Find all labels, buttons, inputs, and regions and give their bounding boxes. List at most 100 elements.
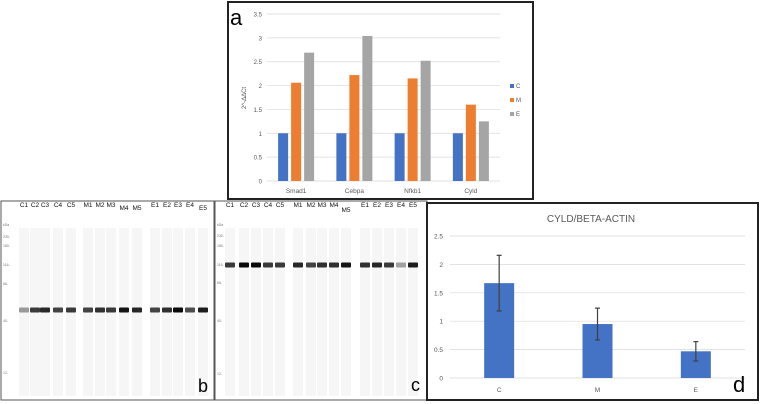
y-tick-label: 0 bbox=[439, 376, 443, 383]
bar-E-cebpa bbox=[362, 35, 373, 181]
bar-M-smad1 bbox=[291, 82, 302, 181]
marker-label: kDa bbox=[217, 223, 223, 227]
blot-b: kDa 230- 180- 116- 66- 40- 12- C1 C2 C3 C4 C5 M1 M2 M3… bbox=[3, 202, 208, 396]
marker-label: 116- bbox=[217, 263, 225, 267]
band-M2 bbox=[95, 307, 105, 313]
lane-label-M5: M5 bbox=[341, 207, 350, 214]
marker-label: 12- bbox=[3, 371, 9, 375]
lane-label-C3: C3 bbox=[41, 202, 50, 209]
lane-label-M3: M3 bbox=[317, 202, 326, 209]
panel-b: kDa 230- 180- 116- 66- 40- 12- C1 C2 C3 C4 C5 M1 M2 M3… bbox=[0, 200, 215, 401]
bar-E-nfkb1 bbox=[420, 60, 431, 182]
lane-E5 bbox=[408, 228, 418, 396]
band-M5 bbox=[132, 307, 142, 313]
y-tick-label: 1 bbox=[439, 319, 443, 326]
marker-label: 116- bbox=[3, 263, 11, 267]
y-tick-label: 2.5 bbox=[434, 234, 443, 241]
marker-label: 230- bbox=[217, 234, 225, 238]
band-C1 bbox=[19, 307, 29, 313]
y-tick-label: 3.5 bbox=[254, 13, 263, 19]
legend-label-M: M bbox=[516, 98, 521, 104]
lane-label-C1: C1 bbox=[20, 202, 29, 209]
marker-label: 40- bbox=[217, 319, 223, 323]
bar-M-cyld bbox=[465, 104, 476, 181]
band-E3 bbox=[384, 262, 394, 268]
lane-label-E4: E4 bbox=[186, 202, 194, 209]
band-C5 bbox=[66, 307, 76, 313]
band-M1 bbox=[293, 262, 303, 268]
lane-M4 bbox=[329, 228, 339, 396]
y-tick-label: 1.5 bbox=[434, 290, 443, 297]
lane-label-C5: C5 bbox=[276, 202, 285, 209]
band-E2 bbox=[162, 307, 172, 313]
x-tick-label: Cyld bbox=[464, 188, 477, 195]
lane-E4 bbox=[396, 228, 406, 396]
marker-label: 180- bbox=[217, 244, 225, 248]
bar-M-nfkb1 bbox=[407, 78, 418, 181]
marker-label: 12- bbox=[217, 372, 223, 376]
band-M3 bbox=[317, 262, 327, 268]
lane-label-E2: E2 bbox=[163, 202, 171, 209]
panel-c: kDa 230- 180- 116- 66- 40- 12- C1 C2 C3 C4 C5 M1 M2 M3… bbox=[214, 200, 428, 401]
bar-E-smad1 bbox=[304, 52, 315, 181]
lane-label-M2: M2 bbox=[95, 202, 104, 209]
band-E2 bbox=[372, 262, 382, 268]
lane-C3 bbox=[251, 228, 261, 396]
chart-d-title: CYLD/BETA-ACTIN bbox=[547, 214, 635, 225]
lane-label-E1: E1 bbox=[361, 202, 369, 209]
y-tick-label: 0.5 bbox=[254, 156, 263, 162]
lane-label-M4: M4 bbox=[329, 202, 338, 209]
band-M5 bbox=[341, 262, 351, 268]
band-C3 bbox=[40, 307, 50, 313]
marker-label: 230- bbox=[3, 235, 11, 239]
lane-label-C2: C2 bbox=[31, 202, 40, 209]
lane-M5 bbox=[341, 228, 351, 396]
band-C5 bbox=[275, 262, 285, 268]
lane-label-M1: M1 bbox=[83, 202, 92, 209]
lane-label-C1: C1 bbox=[226, 202, 235, 209]
band-C2 bbox=[30, 307, 40, 313]
lane-label-M5: M5 bbox=[132, 205, 141, 212]
lane-label-E3: E3 bbox=[174, 202, 182, 209]
y-axis-label: 2^-ΔΔCt bbox=[242, 87, 248, 109]
band-M2 bbox=[306, 262, 316, 268]
band-C2 bbox=[239, 262, 249, 268]
y-tick-label: 3 bbox=[259, 36, 263, 42]
lane-E3 bbox=[384, 228, 394, 396]
lane-C4 bbox=[263, 228, 273, 396]
blot-c: kDa 230- 180- 116- 66- 40- 12- C1 C2 C3 C4 C5 M1 M2 M3… bbox=[217, 202, 418, 396]
bar-M-cebpa bbox=[349, 75, 360, 181]
x-tick-label: Smad1 bbox=[286, 188, 307, 195]
panel-label-c: c bbox=[411, 375, 420, 395]
band-E4 bbox=[396, 262, 406, 268]
band-M1 bbox=[83, 307, 93, 313]
bar-E-cyld bbox=[478, 121, 489, 181]
lane-E2 bbox=[372, 228, 382, 396]
band-E4 bbox=[185, 307, 195, 313]
lane-C2 bbox=[239, 228, 249, 396]
y-tick-label: 1.5 bbox=[254, 108, 263, 114]
lane-label-M1: M1 bbox=[293, 202, 302, 209]
bar-C-cebpa bbox=[336, 133, 347, 181]
chart-a-bars: 0 0.5 1 1.5 2 2.5 3 3.5 2^-ΔΔCt Smad1 Cebpa Nfkb1 Cy… bbox=[242, 13, 521, 196]
lane-M1 bbox=[293, 228, 303, 396]
lane-E1 bbox=[360, 228, 370, 396]
y-tick-label: 2 bbox=[439, 262, 443, 269]
band-C4 bbox=[263, 262, 273, 268]
x-tick-label: E bbox=[694, 387, 699, 394]
lane-label-C2: C2 bbox=[240, 202, 249, 209]
lane-label-E5: E5 bbox=[409, 202, 417, 209]
x-tick-label: M bbox=[595, 387, 600, 394]
y-tick-label: 0.5 bbox=[434, 347, 443, 354]
lane-label-C3: C3 bbox=[252, 202, 261, 209]
marker-label: 180- bbox=[3, 244, 11, 248]
lane-label-E5: E5 bbox=[199, 205, 207, 212]
y-tick-label: 2 bbox=[259, 84, 263, 90]
x-tick-label: Cebpa bbox=[345, 188, 365, 195]
band-E5 bbox=[408, 262, 418, 268]
lane-C5 bbox=[275, 228, 285, 396]
y-tick-label: 0 bbox=[259, 180, 263, 186]
panel-d: CYLD/BETA-ACTIN 0 0.5 1 1.5 2 2.5 C M E d bbox=[426, 202, 759, 401]
band-M4 bbox=[119, 307, 129, 313]
